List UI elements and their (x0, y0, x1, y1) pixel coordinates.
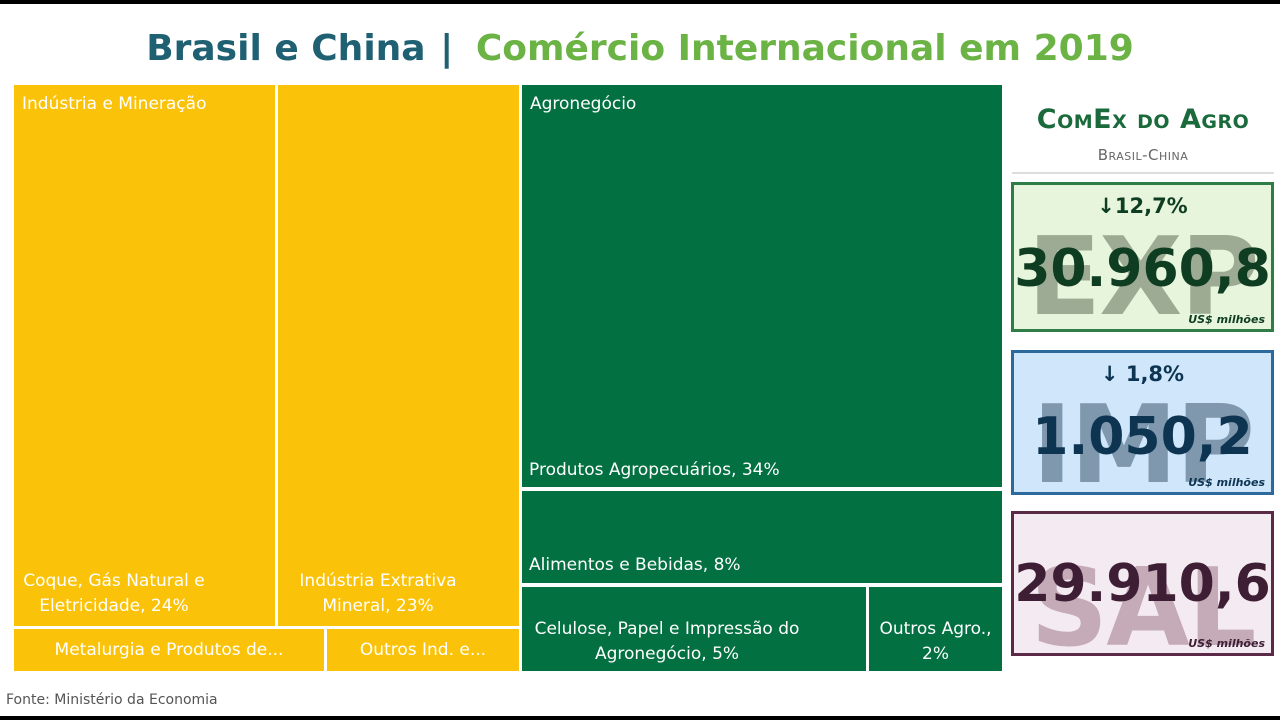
top-border (0, 0, 1280, 4)
tile-label-outros-ind: Outros Ind. e... (359, 640, 487, 660)
title-separator: | (440, 28, 454, 69)
import-change: ↓ 1,8% (1100, 362, 1185, 386)
treemap-tile-outros-ind: Outros Ind. e... (327, 629, 519, 671)
treemap-tile-agropecuarios: Agronegócio Produtos Agropecuários, 34% (522, 85, 1002, 487)
treemap-tile-metalurgia: Metalurgia e Produtos de... (14, 629, 324, 671)
export-card: EXP ↓12,7% 30.960,8 US$ milhões (1011, 182, 1274, 332)
tile-label-alimentos: Alimentos e Bebidas, 8% (529, 555, 741, 575)
tile-label-metalurgia: Metalurgia e Produtos de... (54, 640, 284, 660)
import-value: 1.050,2 (1032, 407, 1253, 467)
balance-card: SAL 29.910,6 US$ milhões (1011, 511, 1274, 656)
treemap-tile-alimentos: Alimentos e Bebidas, 8% (522, 491, 1002, 583)
export-value: 30.960,8 (1014, 239, 1271, 299)
export-unit: US$ milhões (1188, 313, 1265, 326)
group-label-industria: Indústria e Mineração (22, 94, 207, 114)
page-title: Brasil e China | Comércio Internacional … (0, 28, 1280, 69)
treemap-tile-extrativa: Indústria Extrativa Mineral, 23% (278, 85, 519, 626)
balance-unit: US$ milhões (1188, 637, 1265, 650)
title-secondary: Comércio Internacional em 2019 (475, 28, 1134, 69)
tile-label-extrativa: Indústria Extrativa Mineral, 23% (299, 571, 457, 616)
group-label-agronegocio: Agronegócio (530, 94, 637, 114)
tile-label-outros-agro: Outros Agro., 2% (879, 619, 992, 664)
tile-label-celulose: Celulose, Papel e Impressão do Agronegóc… (534, 619, 800, 664)
treemap-tile-outros-agro: Outros Agro., 2% (869, 587, 1002, 671)
balance-value: 29.910,6 (1014, 554, 1271, 614)
import-bg-text: IMP (1032, 383, 1255, 495)
export-change: ↓12,7% (1097, 194, 1188, 218)
source-note: Fonte: Ministério da Economia (6, 692, 218, 708)
panel-divider (1012, 172, 1274, 174)
panel-subtitle: Brasil-China (1097, 146, 1189, 164)
import-card: IMP ↓ 1,8% 1.050,2 US$ milhões (1011, 350, 1274, 495)
tile-label-coque: Coque, Gás Natural e Eletricidade, 24% (23, 571, 205, 616)
title-main: Brasil e China (146, 28, 426, 69)
treemap-tile-coque: Indústria e Mineração Coque, Gás Natural… (14, 85, 275, 626)
bottom-border (0, 716, 1280, 720)
balance-bg-text: SAL (1030, 546, 1256, 656)
import-unit: US$ milhões (1188, 476, 1265, 489)
tile-label-agropecuarios: Produtos Agropecuários, 34% (529, 460, 780, 480)
export-bg-text: EXP (1027, 215, 1259, 332)
panel-title: ComEx do Agro (1036, 104, 1250, 135)
treemap-tile-celulose: Celulose, Papel e Impressão do Agronegóc… (522, 587, 866, 671)
